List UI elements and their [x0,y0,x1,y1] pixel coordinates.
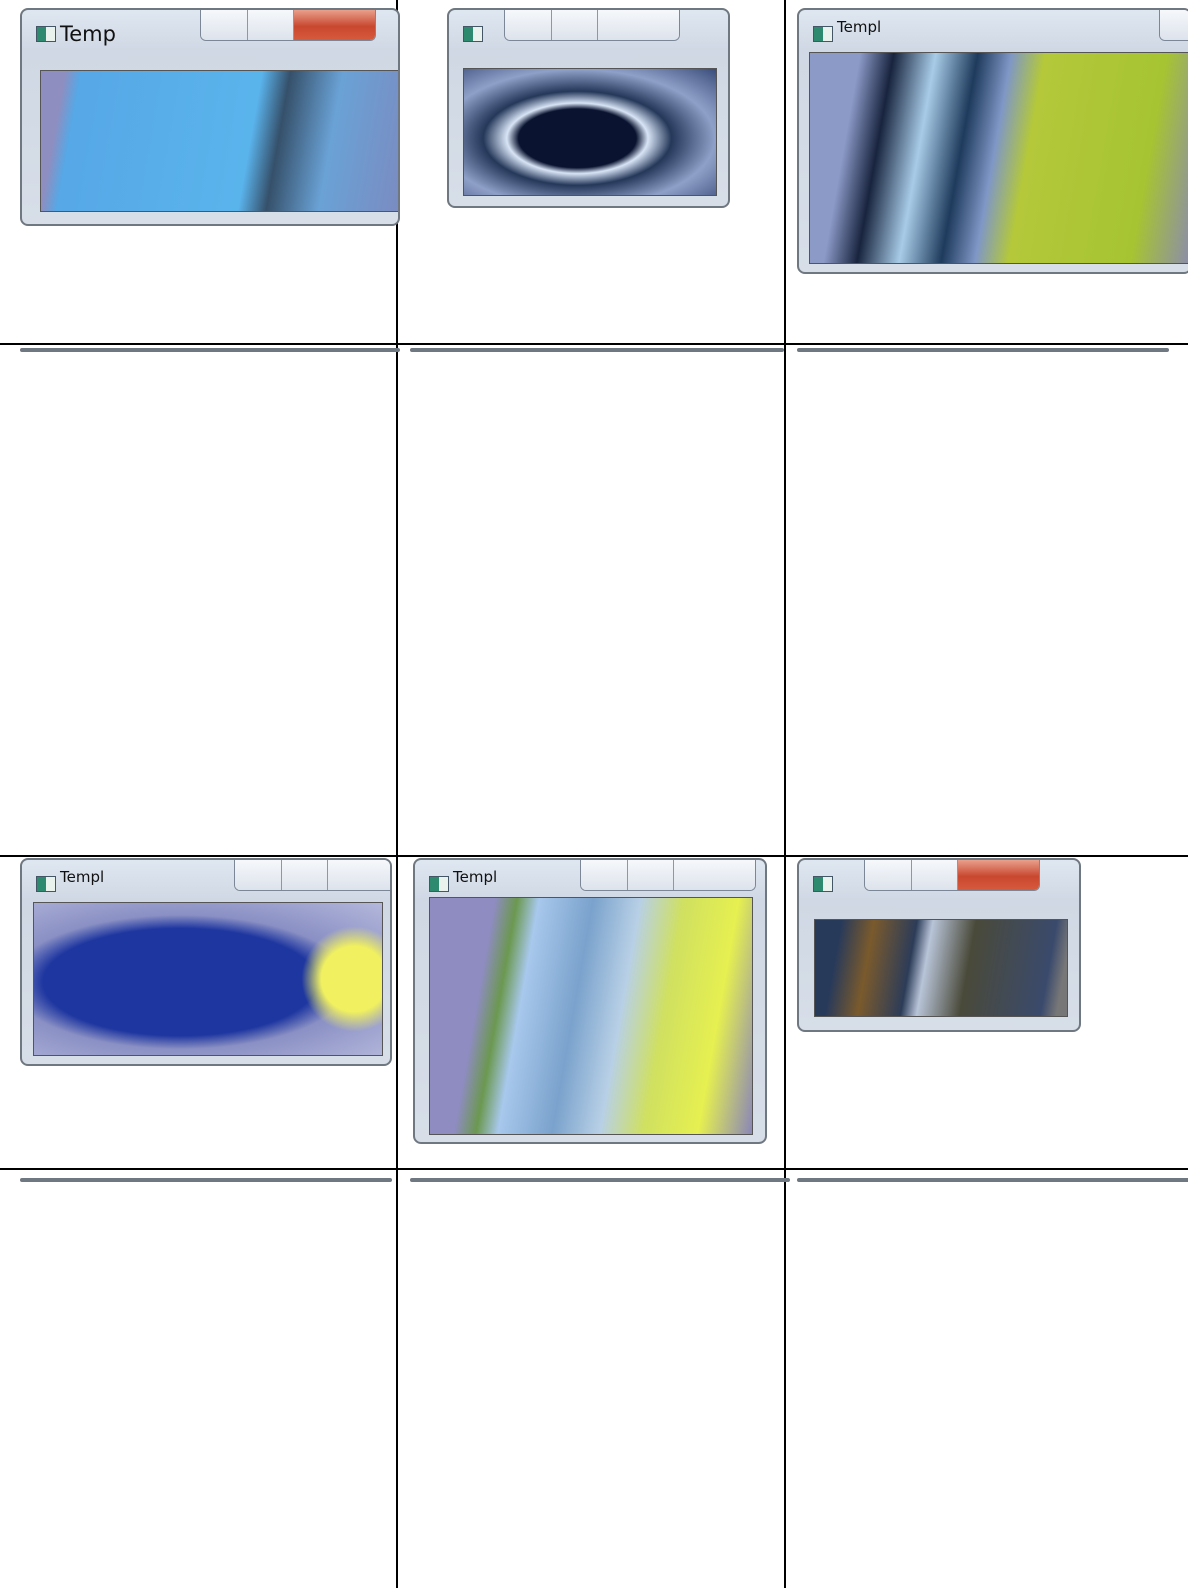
close-button[interactable] [957,860,1039,890]
window: Hist [797,348,1169,352]
histogram-plot [41,71,400,211]
maximize-button[interactable] [551,10,597,40]
window-title: Temp [60,22,116,46]
window-buttons [580,860,756,891]
screenshot: (() => { const data = JSON.parse(documen… [0,0,1188,1588]
minimize-button[interactable] [581,860,627,890]
maximize-button[interactable] [1008,350,1054,352]
histogram-plot [430,898,752,1134]
minimize-button[interactable] [1160,10,1188,40]
window: Hist [797,1178,1188,1182]
histogram-view [463,68,717,196]
histogram-view [429,897,753,1135]
close-button[interactable] [327,860,392,890]
maximize-button[interactable] [627,860,673,890]
maximize-button[interactable] [1018,1180,1064,1182]
minimize-button[interactable] [505,10,551,40]
close-button[interactable] [287,350,369,352]
maximize-button[interactable] [241,350,287,352]
window-title: Templ [453,868,497,886]
window-icon [813,26,833,42]
close-button[interactable] [293,10,375,40]
cell-border [396,0,398,1588]
window-icon [463,26,483,42]
window-buttons [187,1180,363,1182]
window-buttons [961,350,1137,352]
histogram-view [40,70,400,212]
window: Hist [20,1178,392,1182]
maximize-button[interactable] [234,1180,280,1182]
close-button[interactable] [1054,350,1136,352]
minimize-button[interactable] [865,860,911,890]
window [447,8,730,208]
window-title: Templ [837,18,881,36]
histogram-plot [34,903,382,1055]
window: Hist [410,348,784,352]
histogram-plot [464,69,716,195]
minimize-button[interactable] [585,1180,631,1182]
maximize-button[interactable] [247,10,293,40]
histogram-view [814,919,1068,1017]
minimize-button[interactable] [579,350,625,352]
close-button[interactable] [677,1180,759,1182]
window [797,858,1081,1032]
cell-border [0,1168,1188,1170]
window-buttons [234,860,392,891]
close-button[interactable] [1064,1180,1146,1182]
window-buttons [971,1180,1147,1182]
minimize-button[interactable] [972,1180,1018,1182]
maximize-button[interactable] [281,860,327,890]
window-icon [429,876,449,892]
histogram-view [33,902,383,1056]
maximize-button[interactable] [631,1180,677,1182]
close-button[interactable] [673,860,755,890]
histogram-plot [815,920,1067,1016]
minimize-button[interactable] [188,1180,234,1182]
histogram-plot [810,53,1188,263]
window-buttons [864,860,1040,891]
window-buttons [504,10,680,41]
window-buttons [584,1180,760,1182]
minimize-button[interactable] [962,350,1008,352]
window-buttons [200,10,376,41]
cell-border [0,855,1188,857]
close-button[interactable] [597,10,679,40]
window: Templ [413,858,767,1144]
window-buttons [1159,10,1188,41]
window-icon [36,26,56,42]
window-title: Templ [60,868,104,886]
window-buttons [194,350,370,352]
window: Templ [20,858,392,1066]
close-button[interactable] [671,350,753,352]
minimize-button[interactable] [195,350,241,352]
histogram-view [809,52,1188,264]
minimize-button[interactable] [201,10,247,40]
window: Hist [410,1178,790,1182]
window-buttons [578,350,754,352]
window: Templ [797,8,1188,274]
cell-border [0,343,1188,345]
window-icon [36,876,56,892]
maximize-button[interactable] [625,350,671,352]
window: Hist [20,348,400,352]
maximize-button[interactable] [911,860,957,890]
minimize-button[interactable] [235,860,281,890]
close-button[interactable] [280,1180,362,1182]
cell-border [784,0,786,1588]
window: Temp [20,8,400,226]
window-icon [813,876,833,892]
